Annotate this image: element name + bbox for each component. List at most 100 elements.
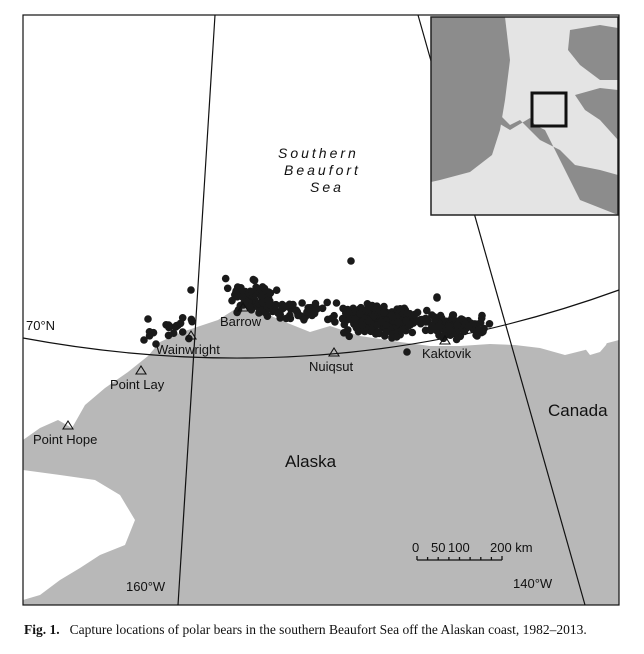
scale-tick-200: 200 km xyxy=(490,540,533,555)
capture-point xyxy=(358,321,367,329)
capture-point xyxy=(187,286,195,294)
scale-tick-0: 0 xyxy=(412,540,419,555)
capture-point xyxy=(178,328,187,336)
capture-point xyxy=(436,311,445,320)
capture-point xyxy=(304,307,313,316)
inlet-water xyxy=(23,470,135,600)
scale-tick-50: 50 xyxy=(431,540,445,555)
bay-water xyxy=(580,320,612,355)
capture-point xyxy=(298,299,306,307)
capture-point xyxy=(411,310,419,319)
capture-point xyxy=(260,284,269,293)
meridian-label-east: 140°W xyxy=(513,576,553,591)
capture-point xyxy=(382,328,390,337)
place-label-nuiqsut: Nuiqsut xyxy=(309,359,353,374)
capture-point xyxy=(332,299,341,307)
capture-point xyxy=(285,300,294,309)
scale-bar: 0 50 100 200 km xyxy=(412,540,533,561)
capture-point xyxy=(188,317,196,326)
capture-point xyxy=(475,326,483,334)
capture-point xyxy=(347,257,355,265)
capture-point xyxy=(310,309,319,318)
triangle-outline-icon xyxy=(439,334,451,345)
sea-label-line1: Southern xyxy=(278,145,359,161)
capture-point xyxy=(144,315,152,323)
capture-point xyxy=(221,274,230,283)
capture-point xyxy=(228,296,236,305)
sea-label-line3: Sea xyxy=(310,179,344,195)
capture-point xyxy=(464,322,473,331)
study-area-box xyxy=(530,91,568,128)
capture-point xyxy=(392,333,401,341)
meridian-label-west: 160°W xyxy=(126,579,166,594)
capture-point xyxy=(357,303,365,312)
capture-point xyxy=(478,311,486,320)
caption-label: Fig. 1. xyxy=(24,622,60,637)
meridian-160w xyxy=(177,14,216,606)
latitude-label: 70°N xyxy=(26,318,55,333)
capture-point xyxy=(366,303,374,311)
triangle-outline-icon xyxy=(185,329,197,340)
capture-point xyxy=(452,335,461,344)
capture-point xyxy=(403,348,411,356)
triangle-outline-icon xyxy=(62,419,74,430)
region-label-canada: Canada xyxy=(548,401,608,420)
capture-point xyxy=(427,326,435,335)
capture-point xyxy=(389,313,397,321)
capture-point xyxy=(418,317,427,326)
capture-point xyxy=(345,332,354,341)
capture-point xyxy=(293,307,301,316)
triangle-outline-icon xyxy=(328,346,340,357)
inset-locator-map xyxy=(430,16,619,216)
capture-point xyxy=(374,328,382,337)
capture-point xyxy=(403,309,411,318)
parallel-70n xyxy=(22,289,620,359)
capture-point xyxy=(446,326,454,335)
caption-text: Capture locations of polar bears in the … xyxy=(69,622,587,637)
place-label-point-hope: Point Hope xyxy=(33,432,97,447)
capture-point xyxy=(408,328,417,337)
capture-point xyxy=(265,299,273,308)
capture-point xyxy=(379,309,388,317)
sea-label-line2: Beaufort xyxy=(284,162,361,178)
triangle-outline-icon xyxy=(237,301,249,312)
capture-point xyxy=(311,299,320,308)
capture-point xyxy=(431,315,439,324)
capture-point xyxy=(164,321,173,329)
capture-point xyxy=(140,336,148,344)
capture-point xyxy=(246,303,254,311)
capture-point xyxy=(233,292,242,301)
place-label-kaktovik: Kaktovik xyxy=(422,346,472,361)
capture-point xyxy=(257,293,266,301)
place-markers xyxy=(62,301,451,430)
capture-point xyxy=(453,321,461,329)
capture-points xyxy=(140,257,494,356)
capture-point xyxy=(272,286,281,295)
place-label-point-lay: Point Lay xyxy=(110,377,165,392)
capture-point xyxy=(176,319,185,328)
capture-point xyxy=(485,320,494,328)
capture-point xyxy=(282,314,291,323)
region-label-alaska: Alaska xyxy=(285,452,337,471)
capture-point xyxy=(433,293,441,301)
capture-point xyxy=(377,318,386,326)
place-label-wainwright: Wainwright xyxy=(156,342,220,357)
capture-point xyxy=(318,304,327,313)
capture-point xyxy=(365,317,373,325)
capture-point xyxy=(223,284,232,293)
capture-point xyxy=(402,316,410,325)
capture-point xyxy=(249,275,258,284)
figure-caption: Fig. 1. Capture locations of polar bears … xyxy=(24,622,587,638)
capture-point xyxy=(327,314,336,323)
scale-tick-100: 100 xyxy=(448,540,470,555)
capture-point xyxy=(274,309,282,318)
capture-point xyxy=(394,318,403,327)
capture-point xyxy=(380,302,388,311)
capture-point xyxy=(435,322,444,331)
capture-point xyxy=(423,306,431,315)
land-alaska xyxy=(23,306,619,605)
capture-point xyxy=(351,315,359,323)
place-label-barrow: Barrow xyxy=(220,314,262,329)
capture-point xyxy=(323,298,332,307)
